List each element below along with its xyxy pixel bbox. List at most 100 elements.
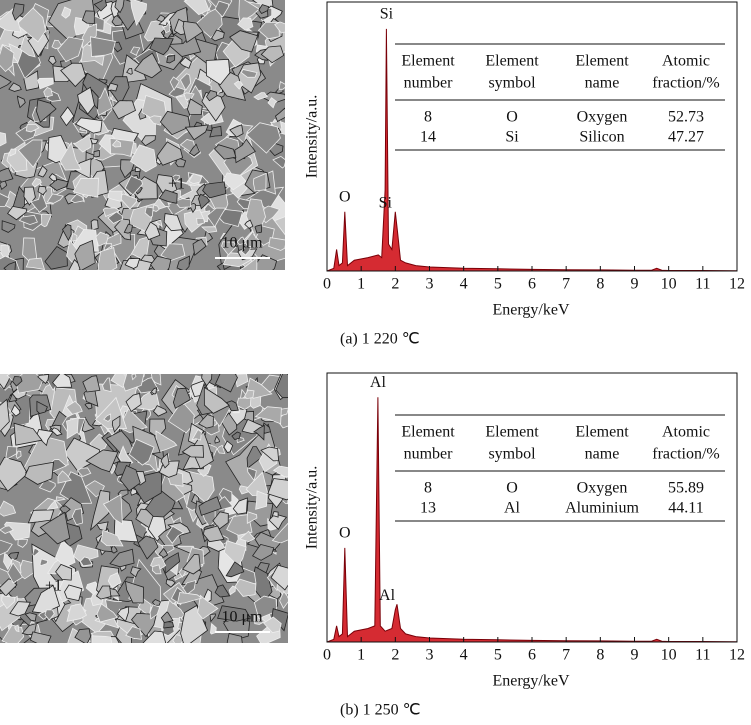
grain: [205, 58, 231, 86]
grain: [103, 413, 112, 422]
grain: [209, 613, 216, 623]
grain: [71, 508, 83, 526]
table-cell: Oxygen: [577, 109, 628, 126]
y-axis-label: Intensity/a.u.: [304, 95, 321, 179]
x-tick-label: 0: [323, 647, 331, 664]
grain: [1, 595, 16, 610]
grain: [14, 624, 20, 633]
grain: [39, 558, 49, 567]
grain: [70, 232, 78, 243]
table-header: Element: [575, 424, 629, 441]
grain: [36, 429, 54, 447]
grain: [237, 17, 254, 31]
grain: [0, 456, 29, 492]
x-tick-label: 6: [528, 647, 536, 664]
grain: [156, 14, 166, 23]
grain: [152, 405, 168, 417]
grain: [76, 467, 92, 477]
table-header: Element: [485, 424, 539, 441]
peak-label: Al: [379, 587, 396, 604]
y-axis-label: Intensity/a.u.: [304, 466, 321, 550]
grain: [4, 521, 31, 541]
x-tick-label: 1: [357, 276, 365, 293]
grain: [124, 257, 141, 269]
grain: [89, 137, 99, 145]
grain: [226, 400, 239, 412]
grain: [128, 438, 155, 466]
grain: [130, 0, 148, 26]
grain: [150, 255, 172, 270]
grain: [59, 141, 82, 171]
grain: [77, 86, 95, 115]
grain: [151, 374, 162, 386]
grain: [233, 81, 244, 90]
grain: [0, 539, 13, 556]
sem-image: [0, 0, 285, 270]
grain: [275, 107, 285, 123]
grain: [206, 90, 218, 102]
x-tick-label: 8: [596, 647, 604, 664]
point-marker: +1: [168, 176, 185, 193]
grain: [8, 82, 22, 92]
grain: [198, 545, 211, 558]
grain: [260, 446, 280, 462]
grain: [234, 138, 256, 164]
grain: [102, 493, 123, 525]
grain: [148, 115, 162, 126]
grain: [13, 422, 43, 446]
grain: [213, 144, 237, 160]
grain: [209, 622, 217, 635]
grain: [214, 584, 231, 598]
grain: [70, 193, 85, 204]
grain: [59, 505, 71, 515]
grain: [1, 220, 16, 233]
grain: [0, 398, 10, 433]
grain: [279, 590, 288, 609]
x-tick-label: 1: [357, 647, 365, 664]
grain: [217, 605, 252, 622]
table-cell: Al: [504, 500, 521, 517]
grain: [96, 603, 118, 623]
grain: [211, 29, 225, 42]
grain: [263, 616, 282, 634]
grain: [206, 207, 227, 228]
grain: [17, 539, 28, 548]
grain: [74, 117, 103, 134]
peak-label: Si: [379, 194, 393, 211]
grain: [134, 166, 141, 173]
table-cell: Silicon: [579, 129, 624, 146]
grain: [57, 470, 72, 484]
grain: [202, 525, 225, 543]
table-cell: O: [506, 109, 518, 126]
grain: [12, 3, 25, 21]
grain: [179, 56, 192, 69]
grain: [82, 375, 101, 393]
grain: [102, 377, 112, 393]
spectrum-line: [326, 28, 738, 272]
grain: [107, 572, 122, 589]
grain: [90, 219, 99, 231]
grain: [130, 566, 142, 578]
grain: [12, 376, 23, 387]
grain: [137, 535, 159, 560]
grain: [252, 172, 267, 192]
grain: [165, 579, 176, 588]
grain: [57, 36, 85, 63]
grain: [46, 500, 59, 511]
grain: [123, 223, 133, 234]
x-tick-label: 10: [661, 647, 677, 664]
grain: [93, 0, 108, 12]
grain: [111, 415, 121, 433]
grain: [172, 634, 184, 643]
grain: [130, 46, 141, 56]
grain: [201, 374, 213, 387]
grain: [150, 387, 157, 395]
grain: [65, 400, 83, 415]
grain: [253, 595, 278, 620]
grain: [272, 155, 285, 169]
table-cell: 13: [420, 500, 436, 517]
grain: [0, 44, 15, 73]
grain: [37, 185, 47, 196]
grain: [239, 256, 258, 270]
grain: [65, 417, 79, 440]
